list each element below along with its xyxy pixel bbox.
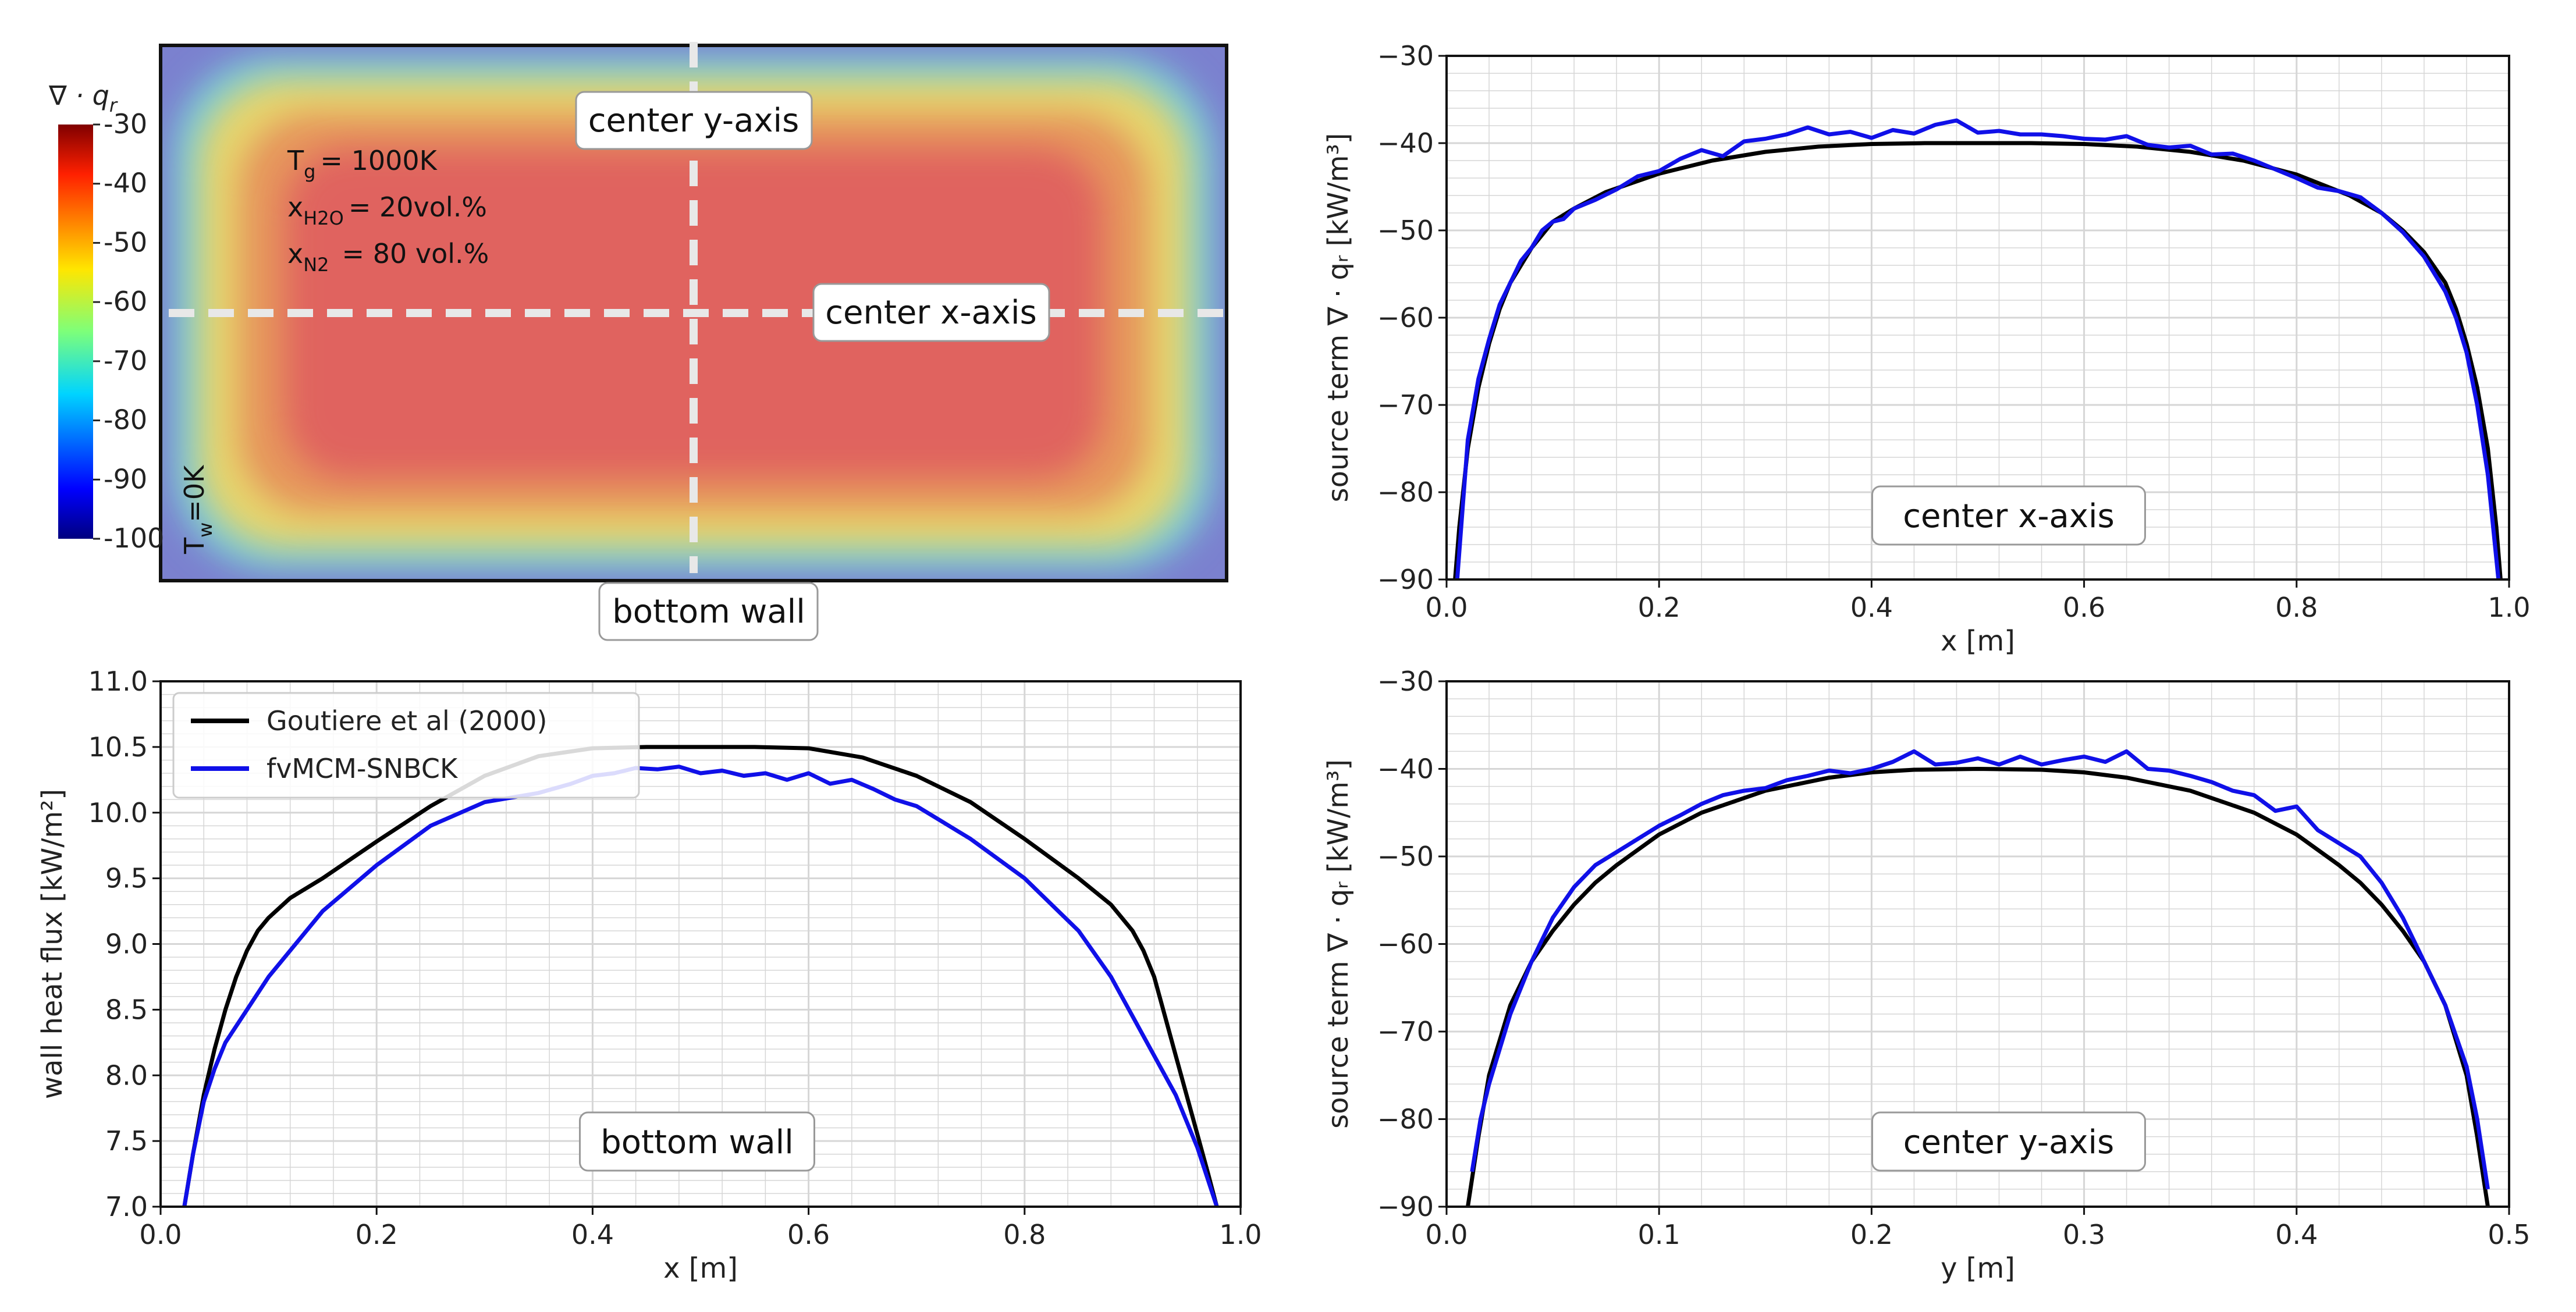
- y-tick-label: −80: [1377, 1104, 1434, 1135]
- y-tick-label: 10.0: [88, 797, 148, 829]
- y-axis-source-chart: 0.0 0.1 0.2 0.3 0.4 0.5 −90 −80 −70 −60 −50 −40 −30 y…: [1322, 666, 2531, 1285]
- x-tick-label: 0.4: [2275, 1219, 2318, 1250]
- x-tick-label: 1.0: [1219, 1219, 1262, 1250]
- y-tick-label: −50: [1377, 841, 1434, 872]
- series-line-fvmcm: [1470, 749, 2490, 1190]
- h2o-fraction-label: xH2O = 20vol.%: [287, 191, 487, 229]
- colorbar-ticks: -30 -40 -50 -60 -70 -80 -90 -100: [93, 108, 164, 554]
- center-y-label: center y-axis: [588, 102, 800, 140]
- y-tick-label: 10.5: [88, 731, 148, 763]
- x-tick-label: 0.0: [139, 1219, 182, 1250]
- colorbar-tick-label: -60: [104, 286, 147, 317]
- y-tick-label: 8.0: [105, 1059, 148, 1091]
- legend-entry: fvMCM-SNBCK: [267, 753, 459, 784]
- x-tick-label: 0.8: [1003, 1219, 1046, 1250]
- y-tick-label: −40: [1377, 753, 1434, 785]
- heatmap-panel: center y-axis center x-axis bottom wall …: [48, 42, 1228, 641]
- y-tick-label: 7.5: [105, 1125, 148, 1157]
- x-tick-label: 0.0: [1425, 1219, 1468, 1250]
- x-tick-label: 0.0: [1425, 592, 1468, 623]
- panel-label: center x-axis: [1903, 497, 2115, 535]
- x-tick-label: 0.2: [1850, 1219, 1893, 1250]
- panel-label: center y-axis: [1903, 1123, 2115, 1161]
- colorbar-tick-label: -80: [104, 404, 147, 436]
- gas-temperature-label: Tg = 1000K: [287, 145, 438, 183]
- center-y-label-box: [575, 91, 813, 150]
- y-tick-label: 11.0: [88, 666, 148, 697]
- wall-heat-flux-chart: 0.0 0.2 0.4 0.6 0.8 1.0 7.0 7.5 8.0 8.5 9.0 9.5 10.0…: [36, 666, 1262, 1285]
- x-tick-label: 0.5: [2488, 1219, 2530, 1250]
- colorbar-tick-label: -50: [104, 226, 147, 258]
- x-axis-label: x [m]: [663, 1252, 738, 1285]
- colorbar-tick-label: -100: [104, 522, 164, 554]
- series-line-fvmcm: [182, 765, 1219, 1208]
- y-tick-label: 9.5: [105, 863, 148, 894]
- series-line-goutiere: [1466, 767, 2490, 1207]
- x-axis-label: x [m]: [1941, 625, 2015, 657]
- x-tick-label: 1.0: [2488, 592, 2530, 623]
- y-tick-label: −30: [1377, 666, 1434, 697]
- y-tick-label: −90: [1377, 1191, 1434, 1222]
- y-tick-label: −60: [1377, 929, 1434, 960]
- series-line-fvmcm: [1455, 118, 2501, 580]
- legend-box: [172, 692, 640, 799]
- x-tick-label: 0.3: [2063, 1219, 2105, 1250]
- y-tick-label: −50: [1377, 215, 1434, 246]
- colorbar: [58, 125, 93, 539]
- wall-temperature-label: Tw=0K: [179, 464, 216, 554]
- y-tick-label: 7.0: [105, 1191, 148, 1222]
- x-tick-label: 0.6: [2063, 592, 2105, 623]
- x-tick-label: 0.2: [1638, 592, 1680, 623]
- n2-fraction-label: xN2 = 80 vol.%: [287, 238, 489, 276]
- panel-label-box: [1871, 485, 2146, 546]
- bottom-wall-label: bottom wall: [612, 593, 805, 631]
- panel-label-box: [579, 1111, 815, 1172]
- x-tick-label: 0.2: [356, 1219, 398, 1250]
- x-tick-label: 0.8: [2275, 592, 2318, 623]
- y-tick-label: −80: [1377, 477, 1434, 508]
- x-axis-label: y [m]: [1941, 1252, 2015, 1285]
- series-line-goutiere: [182, 745, 1219, 1207]
- y-axis-label: source term ∇ · qᵣ [kW/m³]: [1322, 759, 1355, 1129]
- y-tick-label: −60: [1377, 302, 1434, 333]
- y-tick-label: −40: [1377, 127, 1434, 159]
- bottom-wall-label-box: [598, 582, 819, 641]
- y-tick-label: −30: [1377, 40, 1434, 72]
- y-tick-label: −70: [1377, 389, 1434, 421]
- colorbar-tick-label: -40: [104, 168, 147, 199]
- panel-label-box: [1871, 1111, 2146, 1172]
- y-tick-label: 8.5: [105, 994, 148, 1025]
- colorbar-title: ∇ · qr: [48, 80, 118, 116]
- x-tick-label: 0.4: [1850, 592, 1893, 623]
- x-axis-source-chart: 0.0 0.2 0.4 0.6 0.8 1.0 −90 −80 −70 −60 −50 −40 −30 x…: [1322, 40, 2531, 657]
- x-tick-label: 0.1: [1638, 1219, 1680, 1250]
- y-tick-label: 9.0: [105, 929, 148, 960]
- colorbar-tick-label: -30: [104, 108, 147, 140]
- colorbar-tick-label: -90: [104, 463, 147, 495]
- y-axis-label: wall heat flux [kW/m²]: [36, 789, 69, 1099]
- colorbar-tick-label: -70: [104, 345, 147, 376]
- x-tick-label: 0.6: [787, 1219, 830, 1250]
- center-x-label: center x-axis: [825, 294, 1037, 332]
- y-axis-label: source term ∇ · qᵣ [kW/m³]: [1322, 133, 1355, 503]
- panel-label: bottom wall: [601, 1123, 794, 1161]
- legend-entry: Goutiere et al (2000): [267, 705, 547, 737]
- center-x-label-box: [812, 283, 1050, 342]
- y-tick-label: −70: [1377, 1016, 1434, 1047]
- y-tick-label: −90: [1377, 564, 1434, 595]
- x-tick-label: 0.4: [571, 1219, 614, 1250]
